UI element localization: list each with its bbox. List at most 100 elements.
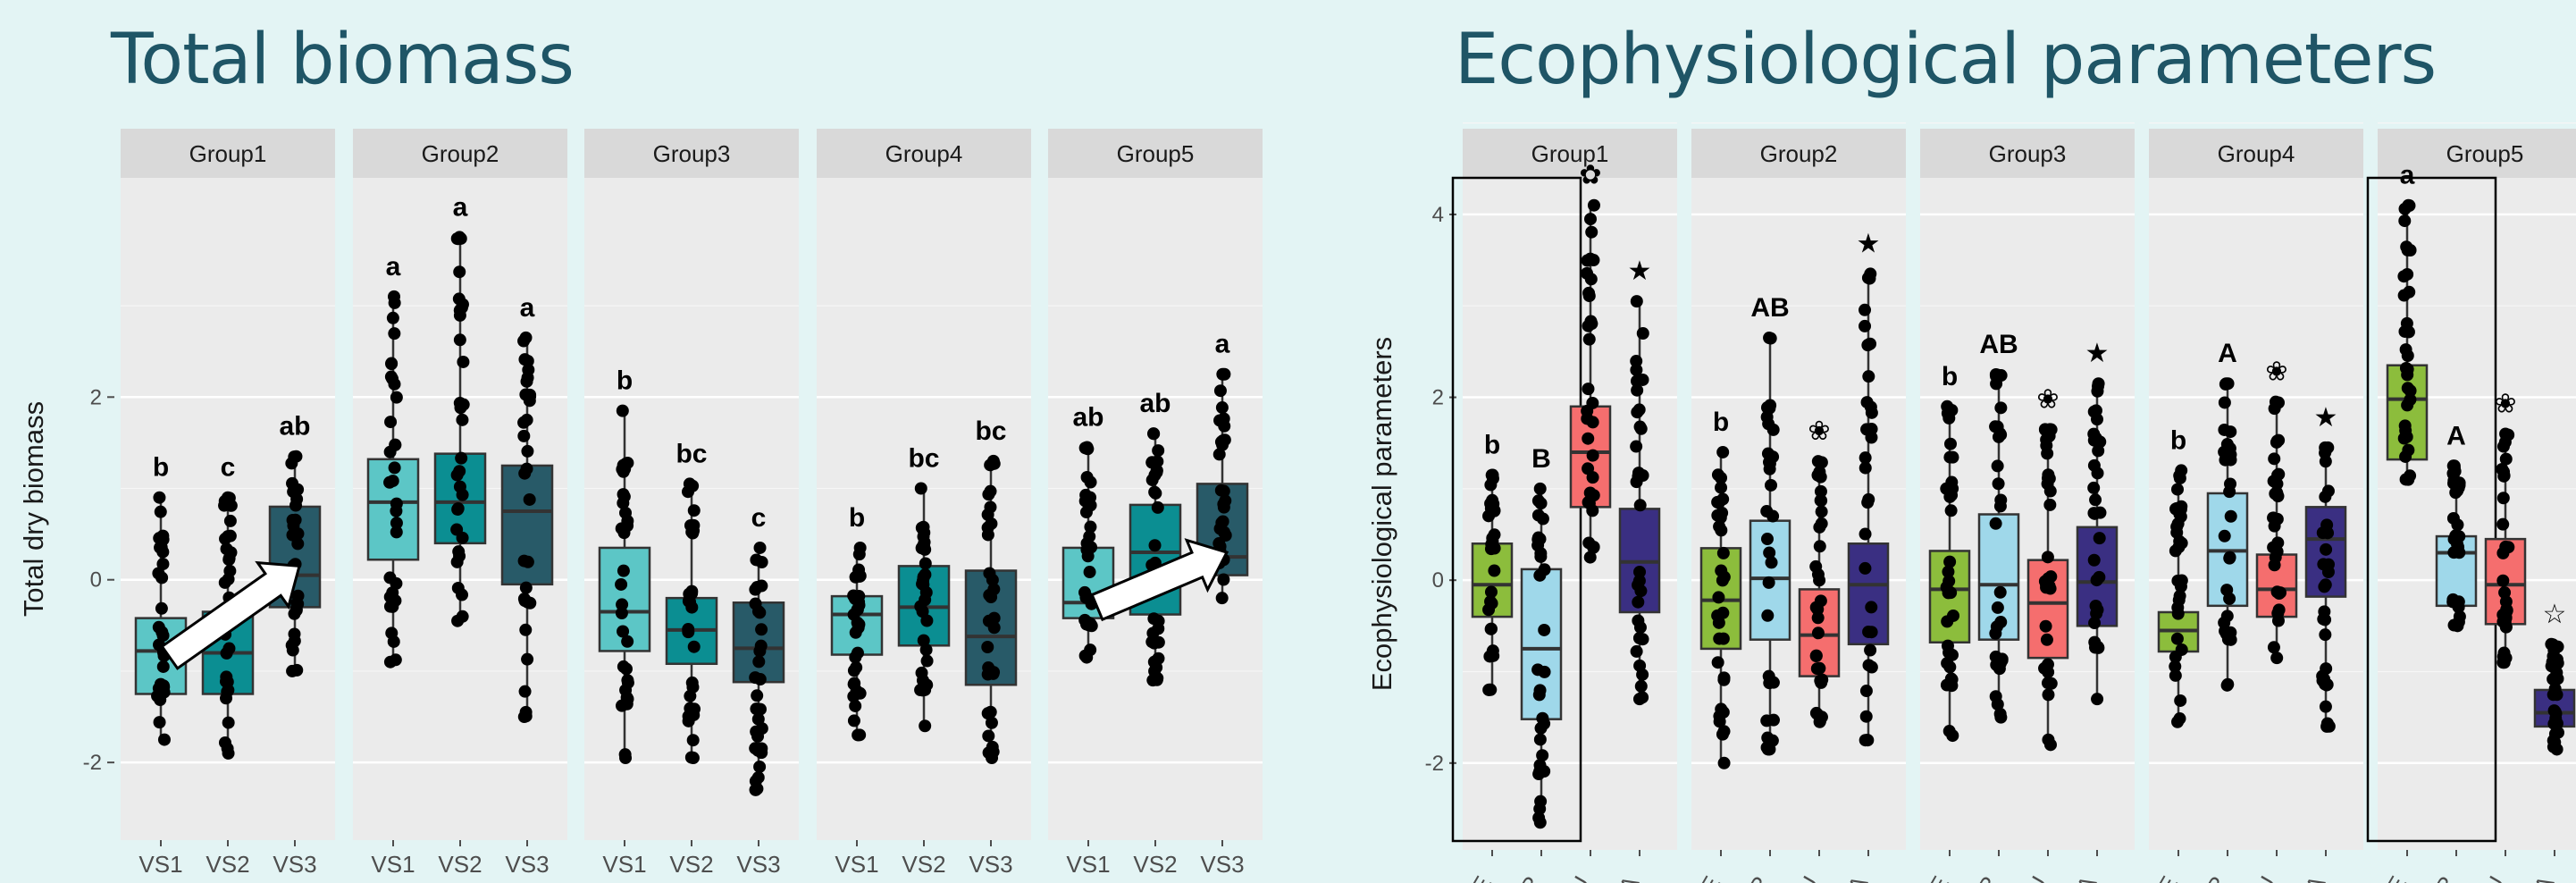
facet-label: Group2 [422, 140, 499, 167]
data-point [2397, 432, 2411, 445]
data-point [154, 505, 167, 518]
data-point [920, 678, 934, 692]
data-point [390, 517, 403, 530]
x-tick-label: VS1 [138, 851, 182, 878]
significance-letter: b [153, 453, 169, 483]
data-point [518, 467, 532, 480]
significance-letter: b [1942, 362, 1958, 391]
data-point [750, 553, 763, 567]
data-point [1636, 373, 1649, 386]
data-point [388, 327, 401, 341]
data-point [1147, 427, 1161, 441]
data-point [1862, 492, 1875, 506]
data-point [919, 593, 932, 607]
data-point [621, 635, 634, 648]
data-point [1536, 711, 1549, 725]
data-point [2043, 484, 2057, 498]
data-point [1630, 440, 1643, 453]
data-point [157, 733, 171, 746]
facet-strip-group3 [584, 129, 799, 178]
data-point [2169, 669, 2182, 682]
data-point [1633, 659, 1647, 672]
data-point [1810, 662, 1824, 676]
data-point [2404, 384, 2417, 398]
data-point [389, 653, 402, 667]
data-point [1217, 484, 1230, 498]
data-point [687, 524, 701, 537]
data-point [2319, 628, 2332, 642]
data-point [2496, 517, 2510, 531]
significance-letter: ★ [2085, 339, 2110, 368]
data-point [452, 545, 466, 559]
data-point [2043, 498, 2057, 511]
data-point [2174, 580, 2187, 593]
data-point [1813, 540, 1826, 553]
data-point [751, 689, 764, 702]
data-point [383, 571, 397, 584]
data-point [2453, 610, 2466, 623]
data-point [2497, 469, 2511, 483]
data-point [1081, 550, 1095, 563]
data-point [917, 530, 930, 543]
facet-strip-group1 [121, 129, 335, 178]
data-point [1584, 213, 1598, 226]
data-point [1484, 585, 1498, 599]
data-point [1084, 491, 1097, 504]
data-point [1630, 644, 1643, 658]
data-point [1533, 803, 1547, 816]
data-point [2092, 641, 2105, 654]
data-point [2451, 518, 2464, 532]
data-point [1942, 725, 1956, 738]
data-point [1815, 456, 1828, 469]
data-point [453, 265, 466, 279]
data-point [852, 618, 866, 631]
data-point [2170, 483, 2184, 496]
data-point [153, 491, 166, 504]
data-point [385, 627, 399, 640]
data-point [1080, 471, 1094, 484]
data-point [982, 746, 995, 760]
data-point [919, 557, 932, 570]
data-point [753, 606, 767, 619]
significance-letter: b [849, 503, 865, 533]
data-point [753, 760, 767, 773]
data-point [521, 652, 534, 666]
x-tick-label: TR [2422, 871, 2461, 883]
data-point [2321, 484, 2335, 498]
data-point [455, 451, 468, 465]
significance-letter: b [2170, 425, 2186, 455]
data-point [519, 388, 533, 401]
data-point [2499, 606, 2513, 619]
significance-letter: a [386, 252, 401, 282]
data-point [1582, 290, 1596, 303]
significance-letter: ★ [2314, 403, 2338, 433]
data-point [853, 686, 867, 700]
x-tick-label: VS2 [902, 851, 945, 878]
data-point [1716, 492, 1730, 506]
data-point [1943, 555, 1957, 568]
data-point [1533, 684, 1547, 697]
data-point [1715, 471, 1728, 484]
data-point [1631, 383, 1644, 397]
data-point [1991, 420, 2004, 433]
data-point [1486, 497, 1499, 510]
y-axis-label: Ecophysiological parameters [1366, 337, 1397, 691]
data-point [621, 693, 634, 706]
data-point [1582, 497, 1596, 510]
data-point [386, 475, 399, 488]
data-point [1991, 601, 2004, 614]
facet-strip-group5 [1048, 129, 1263, 178]
data-point [1633, 420, 1647, 433]
data-point [2224, 453, 2237, 467]
data-point [1632, 403, 1646, 416]
data-point [155, 571, 169, 584]
data-point [2547, 672, 2560, 685]
data-point [2401, 243, 2414, 256]
significance-letter: ❀ [2036, 384, 2059, 414]
data-point [852, 548, 866, 561]
significance-letter: bc [908, 444, 939, 474]
data-point [2220, 584, 2234, 597]
data-point [1859, 527, 1872, 541]
data-point [753, 541, 767, 554]
